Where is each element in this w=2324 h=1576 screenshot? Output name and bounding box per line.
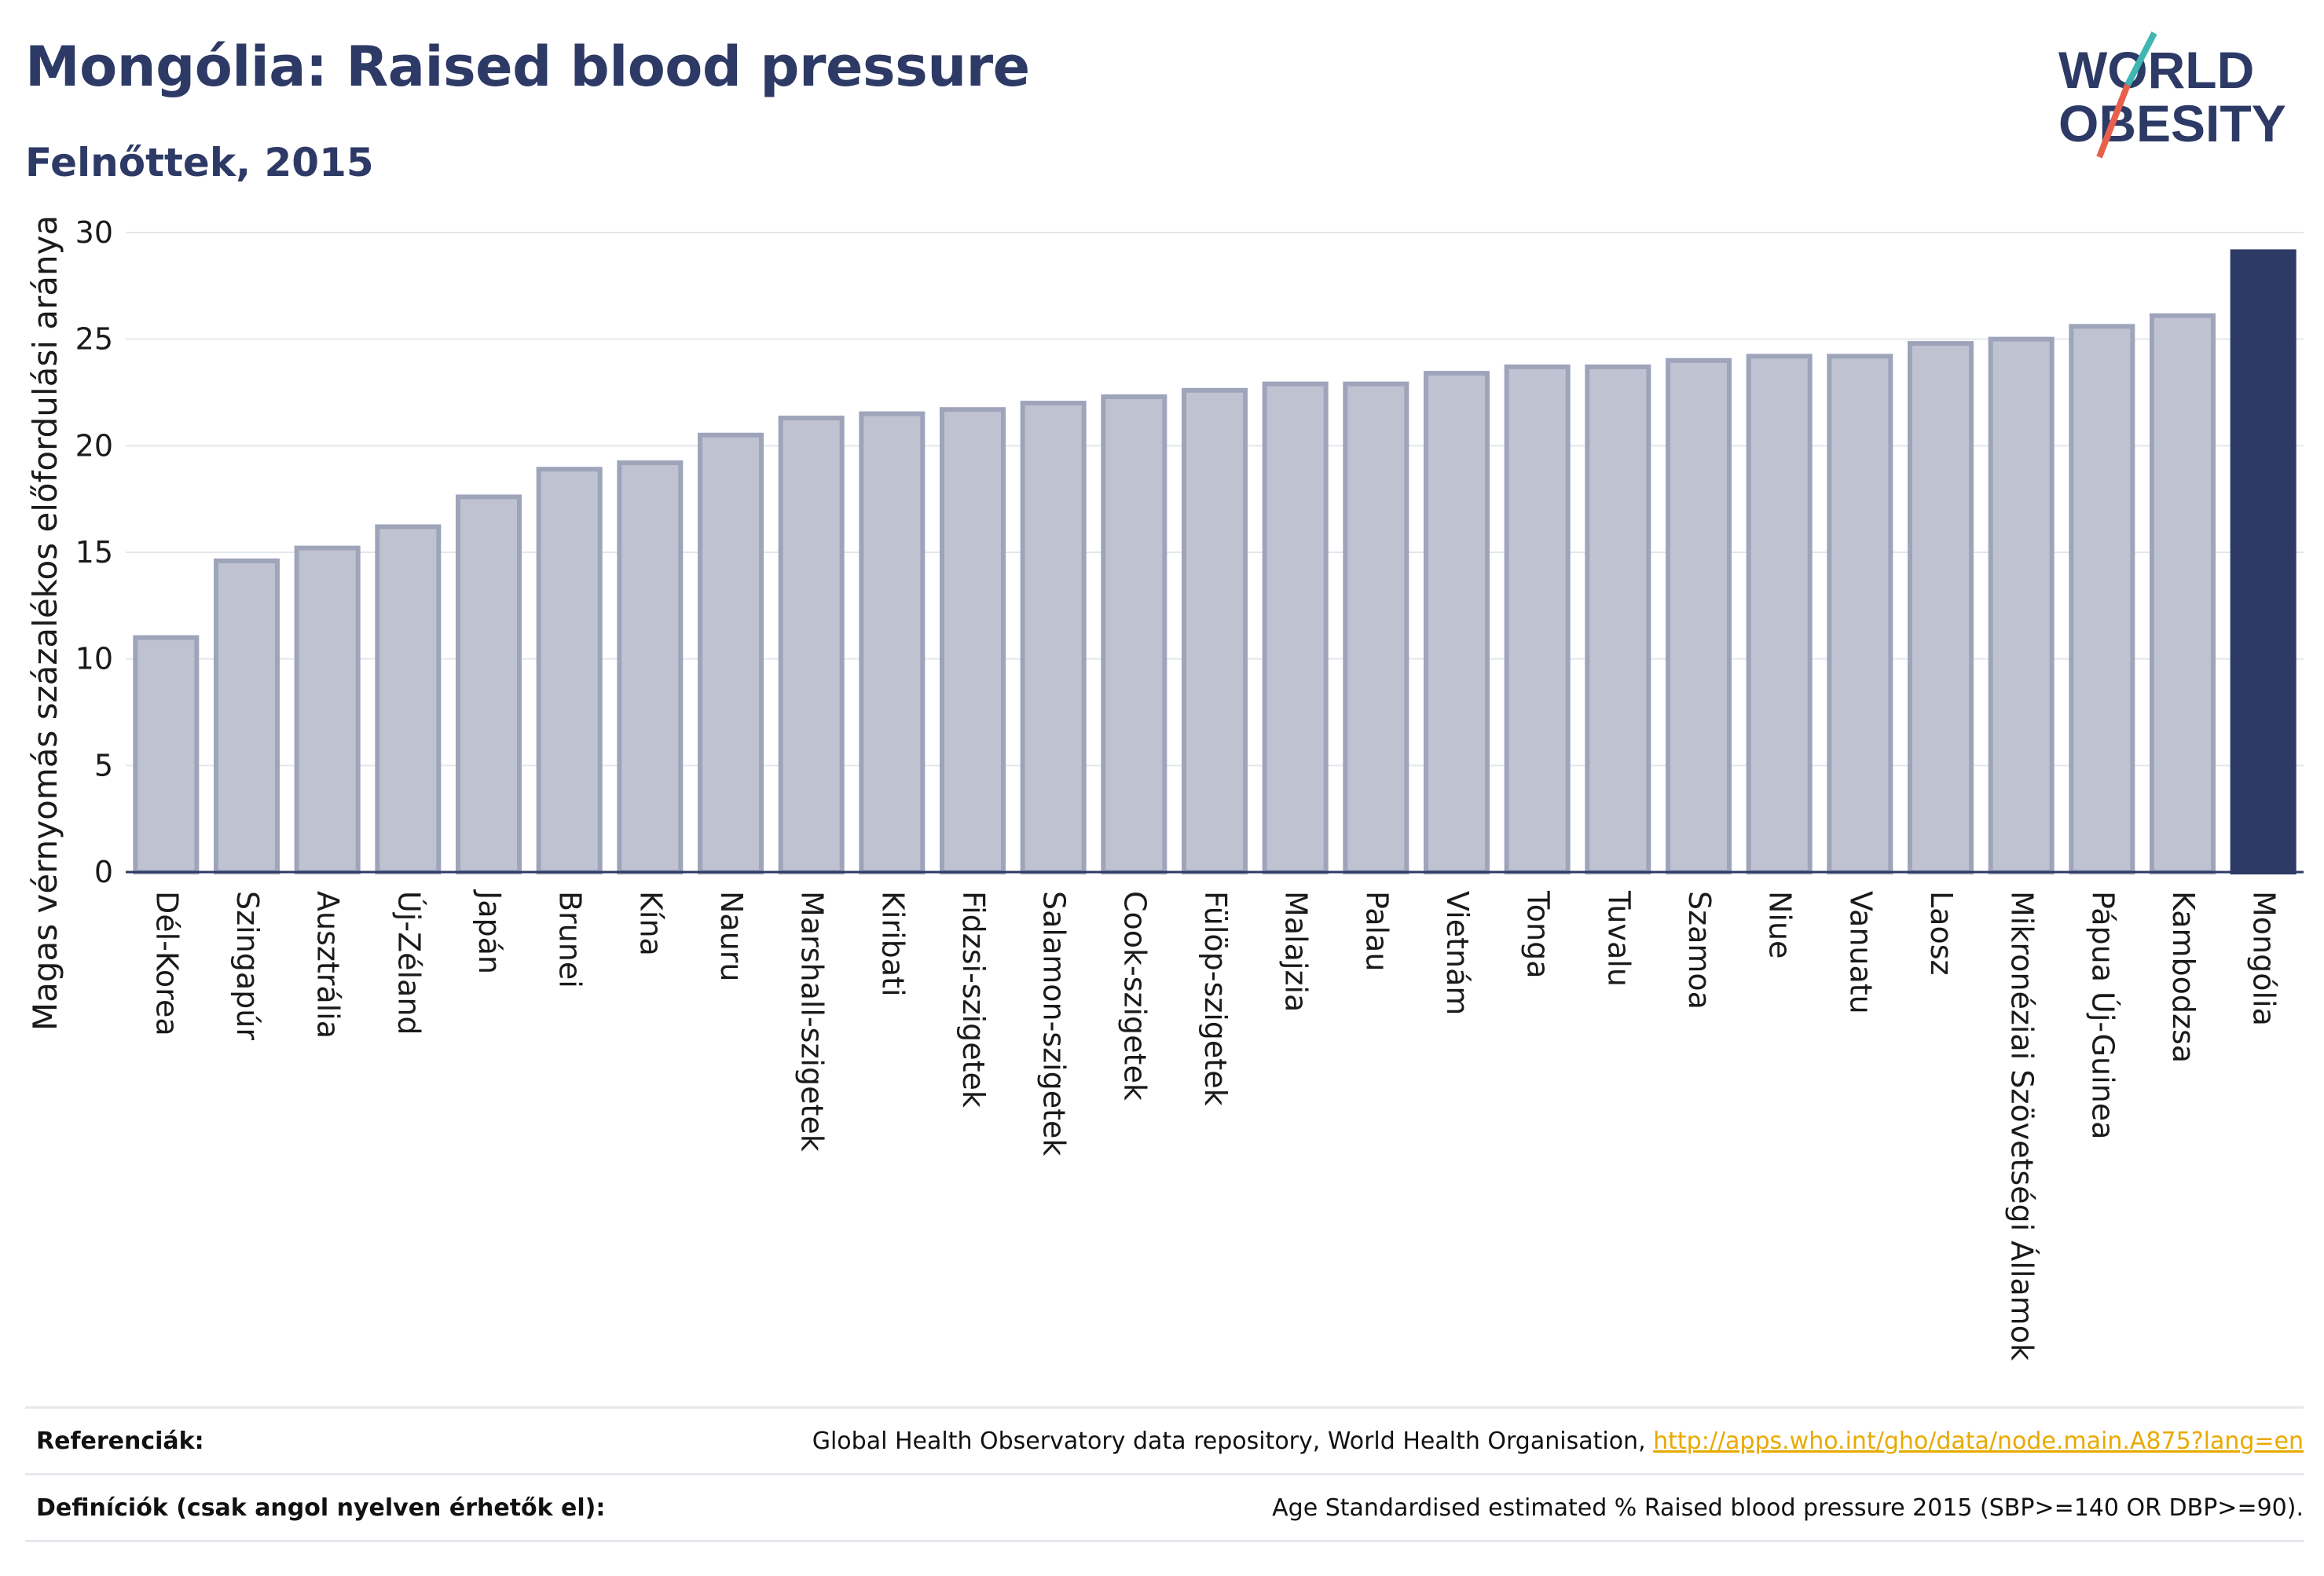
x-tick-label: Vietnám — [1440, 891, 1475, 1015]
chart-title: Mongólia: Raised blood pressure — [25, 35, 1030, 99]
bar-fülöp-szigetek[interactable] — [1181, 387, 1248, 874]
bar-marshall-szigetek[interactable] — [778, 416, 845, 874]
world-obesity-logo: WORLD OBESITY — [2058, 31, 2286, 159]
x-tick-label: Palau — [1359, 891, 1394, 971]
references-link[interactable]: http://apps.who.int/gho/data/node.main.A… — [1653, 1427, 2304, 1455]
x-tick-label: Salamon-szigetek — [1037, 891, 1072, 1156]
bars — [133, 249, 2297, 875]
logo-slash-teal — [2124, 31, 2157, 86]
references-row: Referenciák: Global Health Observatory d… — [25, 1406, 2304, 1473]
bar-kambodzsa[interactable] — [2149, 313, 2216, 874]
x-tick-label: Tonga — [1521, 890, 1556, 978]
definitions-row: Definíciók (csak angol nyelven érhetők e… — [25, 1473, 2304, 1542]
references-label: Referenciák: — [36, 1427, 204, 1455]
bar-szamoa[interactable] — [1665, 357, 1732, 874]
x-tick-label: Kiribati — [875, 891, 910, 997]
bar-új-zéland[interactable] — [375, 524, 442, 874]
bar-vietnám[interactable] — [1423, 371, 1490, 874]
x-tick-label: Pápua Új-Guinea — [2085, 891, 2120, 1139]
bar-kiribati[interactable] — [859, 411, 926, 874]
y-tick-label: 30 — [75, 215, 113, 250]
x-tick-label: Mongólia — [2247, 891, 2282, 1026]
x-tick-label: Niue — [1763, 891, 1798, 958]
bar-japán[interactable] — [455, 494, 522, 874]
bar-tonga[interactable] — [1504, 364, 1571, 874]
bar-salamon-szigetek[interactable] — [1020, 401, 1087, 874]
y-tick-label: 0 — [94, 855, 113, 889]
bar-niue[interactable] — [1746, 354, 1813, 874]
x-tick-label: Ausztrália — [311, 891, 346, 1039]
x-tick-label: Nauru — [714, 891, 749, 982]
logo-line1: WORLD — [2058, 41, 2254, 99]
bar-mongólia[interactable] — [2230, 249, 2297, 875]
x-tick-label: Cook-szigetek — [1117, 891, 1152, 1101]
x-tick-label: Dél-Korea — [149, 891, 184, 1036]
definitions-label: Definíciók (csak angol nyelven érhetők e… — [36, 1494, 606, 1522]
logo-slash-red — [2096, 83, 2131, 159]
bar-ausztrália[interactable] — [294, 545, 361, 874]
y-axis-ticks: 0 5 10 15 20 25 30 — [75, 215, 113, 889]
bar-brunei[interactable] — [536, 467, 603, 874]
bar-mikronéziai-szövetségi-államok[interactable] — [1988, 336, 2055, 874]
x-tick-label: Szingapúr — [230, 891, 265, 1040]
x-axis-ticks: Dél-Korea Szingapúr Ausztrália Új-Zéland Jap… — [149, 889, 2281, 1361]
x-tick-label: Brunei — [553, 891, 588, 988]
bar-fidzsi-szigetek[interactable] — [939, 407, 1006, 874]
bar-cook-szigetek[interactable] — [1101, 394, 1167, 874]
x-tick-label: Fidzsi-szigetek — [956, 891, 991, 1108]
x-tick-label: Laosz — [1924, 891, 1959, 975]
logo-line2: OBESITY — [2058, 94, 2286, 152]
chart-subtitle: Felnőttek, 2015 — [25, 140, 374, 185]
definitions-text: Age Standardised estimated % Raised bloo… — [1272, 1494, 2304, 1522]
bar-tuvalu[interactable] — [1585, 364, 1651, 874]
bar-kína[interactable] — [617, 460, 684, 874]
x-tick-label: Marshall-szigetek — [795, 891, 830, 1152]
x-tick-label: Fülöp-szigetek — [1198, 891, 1233, 1106]
bar-vanuatu[interactable] — [1827, 354, 1893, 874]
x-tick-label: Szamoa — [1682, 891, 1717, 1010]
y-tick-label: 5 — [94, 748, 113, 783]
footer: Referenciák: Global Health Observatory d… — [25, 1406, 2304, 1542]
x-tick-label: Japán — [472, 889, 507, 974]
x-tick-label: Mikronéziai Szövetségi Államok — [2005, 891, 2040, 1361]
x-tick-label: Új-Zéland — [391, 891, 426, 1035]
bar-pápua-új-guinea[interactable] — [2069, 324, 2135, 874]
x-tick-label: Kína — [633, 891, 668, 956]
bar-dél-korea[interactable] — [133, 635, 200, 874]
x-tick-label: Malajzia — [1279, 891, 1314, 1012]
bar-palau[interactable] — [1343, 381, 1409, 874]
y-tick-label: 20 — [75, 428, 113, 463]
bar-laosz[interactable] — [1907, 341, 1974, 874]
references-text: Global Health Observatory data repositor… — [812, 1427, 1654, 1455]
bar-chart: 0 5 10 15 20 25 30 Dél-Korea Szingapúr Ausztráli… — [26, 215, 2304, 1361]
bar-malajzia[interactable] — [1262, 381, 1329, 874]
x-tick-label: Tuvalu — [1601, 890, 1636, 987]
x-tick-label: Vanuatu — [1843, 891, 1878, 1014]
bar-szingapúr[interactable] — [213, 558, 280, 874]
y-tick-label: 25 — [75, 322, 113, 357]
x-tick-label: Kambodzsa — [2166, 891, 2201, 1063]
bar-nauru[interactable] — [697, 432, 764, 874]
y-tick-label: 10 — [75, 642, 113, 676]
y-tick-label: 15 — [75, 535, 113, 570]
y-axis-label: Magas vérnyomás százalékos előfordulási … — [26, 215, 64, 1031]
references-value: Global Health Observatory data repositor… — [812, 1428, 2304, 1455]
